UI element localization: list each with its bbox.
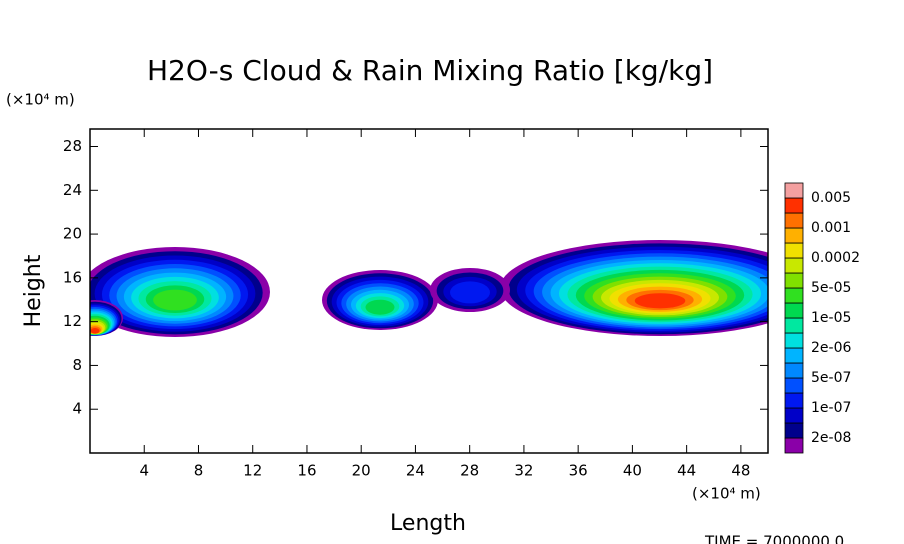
colorbar-box	[784, 257, 804, 274]
colorbar-box	[784, 422, 804, 439]
colorbar-label: 5e-05	[811, 280, 851, 296]
colorbar-box	[784, 392, 804, 409]
colorbar-box	[784, 197, 804, 214]
y-unit: (×10⁴ m)	[6, 91, 75, 109]
colorbar-box	[784, 182, 804, 199]
colorbar-label: 2e-08	[811, 430, 851, 446]
y-tick-label: 24	[63, 181, 82, 199]
colorbar-label: 1e-07	[811, 400, 851, 416]
contour-field	[90, 240, 768, 337]
y-tick-label: 12	[63, 312, 82, 330]
colorbar-box	[784, 287, 804, 304]
colorbar-label: 5e-07	[811, 370, 851, 386]
colorbar-box	[784, 227, 804, 244]
y-axis-label: Height	[21, 254, 46, 327]
x-tick-label: 28	[460, 462, 479, 480]
colorbar-box	[784, 332, 804, 349]
colorbar-label: 1e-05	[811, 310, 851, 326]
colorbar-label: 0.0002	[811, 250, 860, 266]
colorbar-label: 0.001	[811, 220, 851, 236]
x-tick-label: 4	[139, 462, 149, 480]
colorbar-box	[784, 407, 804, 424]
y-tick-label: 16	[63, 268, 82, 286]
x-tick-label: 32	[514, 462, 533, 480]
colorbar-box	[784, 377, 804, 394]
x-axis-label: Length	[390, 511, 466, 536]
y-tick-label: 20	[63, 225, 82, 243]
x-tick-label: 48	[731, 462, 750, 480]
x-unit: (×10⁴ m)	[692, 485, 761, 503]
chart-title: H2O-s Cloud & Rain Mixing Ratio [kg/kg]	[147, 54, 713, 87]
contour-region	[153, 289, 197, 311]
x-tick-label: 40	[623, 462, 642, 480]
colorbar-box	[784, 302, 804, 319]
y-tick-label: 4	[72, 400, 82, 418]
contour-region	[450, 281, 490, 304]
colorbar-box	[784, 317, 804, 334]
x-tick-label: 16	[297, 462, 316, 480]
colorbar-box	[784, 212, 804, 229]
y-tick-label: 8	[72, 356, 82, 374]
contour-region	[365, 299, 395, 315]
x-tick-label: 36	[569, 462, 588, 480]
colorbar-box	[784, 362, 804, 379]
colorbar-box	[784, 242, 804, 259]
x-tick-label: 20	[352, 462, 371, 480]
colorbar-label: 2e-06	[811, 340, 851, 356]
colorbar-box	[784, 437, 804, 454]
footer: TIME = 7000000.0	[704, 533, 844, 544]
x-tick-label: 24	[406, 462, 425, 480]
contour-region	[634, 293, 686, 309]
y-tick-label: 28	[63, 137, 82, 155]
colorbar-box	[784, 347, 804, 364]
plot-frame	[89, 128, 769, 454]
contour-region	[90, 327, 100, 334]
x-tick-label: 44	[677, 462, 696, 480]
colorbar-label: 0.005	[811, 190, 851, 206]
colorbar-box	[784, 272, 804, 289]
x-tick-label: 8	[194, 462, 204, 480]
x-tick-label: 12	[243, 462, 262, 480]
